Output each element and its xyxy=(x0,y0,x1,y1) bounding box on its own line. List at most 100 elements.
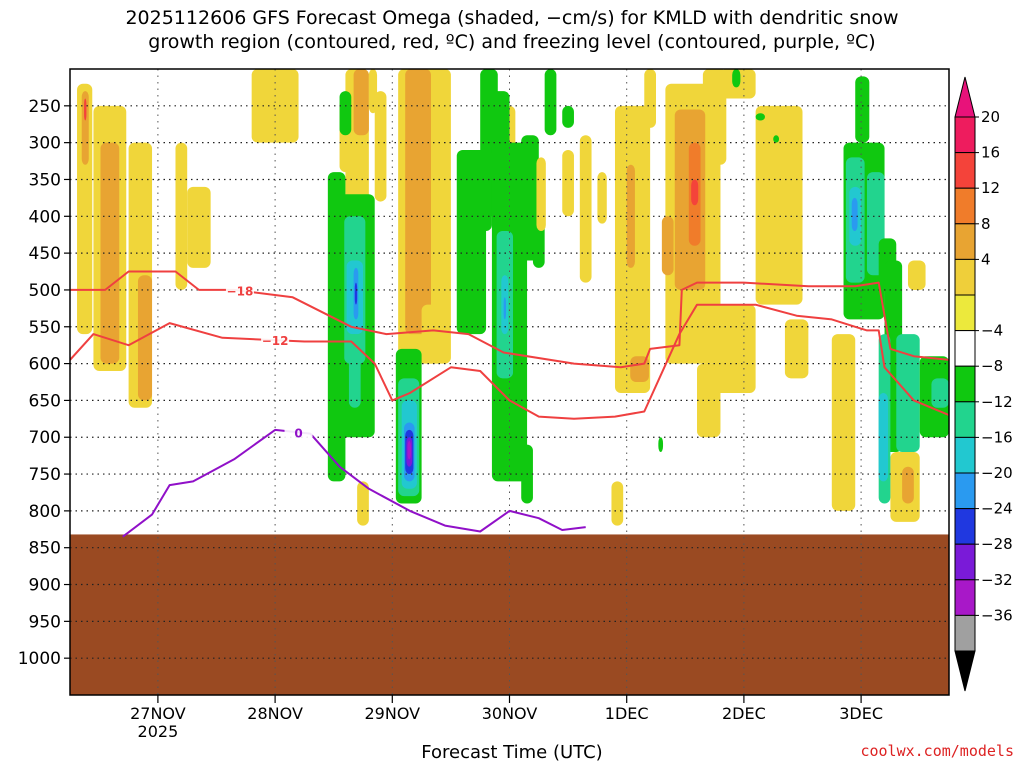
y-axis: 250 300 350 400 450 500 550 600 650 700 750 800 850 9… xyxy=(18,97,70,669)
y-tick-label: 700 xyxy=(29,428,61,448)
colorbar-label: 4 xyxy=(981,250,991,268)
colorbar-label: −36 xyxy=(981,606,1013,624)
colorbar-segment xyxy=(954,330,976,367)
y-tick-label: 950 xyxy=(29,612,61,632)
y-tick-label: 300 xyxy=(29,134,61,154)
x-tick-label: 30NOV xyxy=(482,704,538,723)
omega-ascent-area xyxy=(597,172,607,224)
omega-descent-area xyxy=(878,393,889,482)
omega-descent-area xyxy=(773,135,780,143)
colorbar-label: −8 xyxy=(981,357,1003,375)
x-tick-label: 29NOV xyxy=(365,704,421,723)
omega-ascent-area xyxy=(714,304,756,394)
colorbar-segment xyxy=(954,223,976,260)
omega-ascent-area xyxy=(784,319,809,379)
chart-title: 2025112606 GFS Forecast Omega (shaded, −… xyxy=(0,6,1024,54)
colorbar-bottom-arrow xyxy=(954,650,976,692)
omega-descent-area xyxy=(562,105,574,128)
omega-ascent-area xyxy=(644,69,656,128)
colorbar-label: 12 xyxy=(981,179,1000,197)
chart-title-line-2: growth region (contoured, red, ºC) and f… xyxy=(148,31,876,53)
omega-ascent-area xyxy=(353,69,369,136)
omega-descent-area xyxy=(544,69,557,136)
colorbar-segment xyxy=(954,152,976,189)
omega-descent-area xyxy=(468,172,492,232)
contour-line xyxy=(122,428,586,538)
omega-ascent-area xyxy=(755,105,803,305)
colorbar-label: −16 xyxy=(981,428,1013,446)
colorbar-segment xyxy=(954,187,976,225)
x-tick-sublabel: 2025 xyxy=(138,722,179,741)
omega-descent-area xyxy=(374,91,387,202)
colorbar-segment xyxy=(954,472,976,510)
omega-ascent-area xyxy=(562,150,574,217)
colorbar-segment xyxy=(954,614,976,652)
y-tick-label: 650 xyxy=(29,391,61,411)
y-tick-label: 500 xyxy=(29,281,61,301)
omega-descent-area xyxy=(348,334,361,408)
colorbar-label: −24 xyxy=(981,500,1013,518)
omega-ascent-area xyxy=(251,69,299,143)
y-tick-label: 900 xyxy=(29,576,61,596)
x-tick-label: 2DEC xyxy=(722,704,766,723)
omega-descent-area xyxy=(354,282,358,305)
grid-layer xyxy=(70,69,949,695)
omega-descent-area xyxy=(755,113,765,121)
omega-ascent-area xyxy=(626,164,635,268)
omega-ascent-area xyxy=(137,275,153,401)
terrain-below-ground xyxy=(70,534,949,695)
terrain-layer xyxy=(70,534,949,695)
contour-label: −12 xyxy=(262,334,289,348)
omega-descent-area xyxy=(536,157,546,232)
omega-ascent-area xyxy=(579,135,592,283)
colorbar-label: −28 xyxy=(981,535,1013,553)
colorbar-segment xyxy=(954,258,976,296)
omega-descent-area xyxy=(503,297,506,320)
contour-label: 0 xyxy=(294,426,302,440)
omega-descent-area xyxy=(931,378,949,408)
omega-ascent-area xyxy=(405,69,431,335)
x-axis-label: Forecast Time (UTC) xyxy=(421,742,603,763)
y-tick-label: 1000 xyxy=(18,649,61,669)
y-tick-label: 550 xyxy=(29,318,61,338)
site-credit: coolwx.com/models xyxy=(860,742,1014,760)
colorbar-segment xyxy=(954,365,976,403)
contour-label-bg xyxy=(261,332,290,348)
contour-line xyxy=(70,270,949,369)
omega-ascent-area xyxy=(81,91,89,165)
omega-ascent-area xyxy=(831,334,856,511)
colorbar-label: −12 xyxy=(981,393,1013,411)
y-tick-label: 350 xyxy=(29,170,61,190)
contour-layer: −18 −12 0 xyxy=(70,270,949,538)
omega-ascent-area xyxy=(691,179,699,206)
omega-ascent-area xyxy=(661,216,674,276)
colorbar-segment xyxy=(954,508,976,545)
omega-ascent-area xyxy=(702,69,727,165)
y-tick-label: 250 xyxy=(29,97,61,117)
colorbar-segment xyxy=(954,116,976,154)
colorbar-label: 8 xyxy=(981,215,991,233)
omega-descent-area xyxy=(491,91,510,158)
colorbar-segment xyxy=(954,579,976,616)
omega-descent-area xyxy=(407,440,412,460)
omega-ascent-area xyxy=(670,289,680,335)
omega-ascent-area xyxy=(84,98,87,121)
colorbar-label: −4 xyxy=(981,322,1003,340)
colorbar-segment xyxy=(954,401,976,438)
omega-descent-area xyxy=(851,197,858,232)
y-tick-label: 600 xyxy=(29,355,61,375)
omega-ascent-area xyxy=(907,260,926,290)
contour-label-bg xyxy=(284,424,313,440)
contour-label: −18 xyxy=(227,285,254,299)
omega-ascent-area xyxy=(187,186,211,268)
colorbar-segment xyxy=(954,436,976,474)
omega-ascent-area xyxy=(421,304,440,364)
omega-descent-area xyxy=(339,91,352,136)
colorbar-label: −20 xyxy=(981,464,1013,482)
y-tick-label: 800 xyxy=(29,502,61,522)
x-tick-label: 27NOV xyxy=(130,704,186,723)
y-tick-label: 750 xyxy=(29,465,61,485)
y-tick-label: 400 xyxy=(29,207,61,227)
colorbar-label: 16 xyxy=(981,144,1000,162)
